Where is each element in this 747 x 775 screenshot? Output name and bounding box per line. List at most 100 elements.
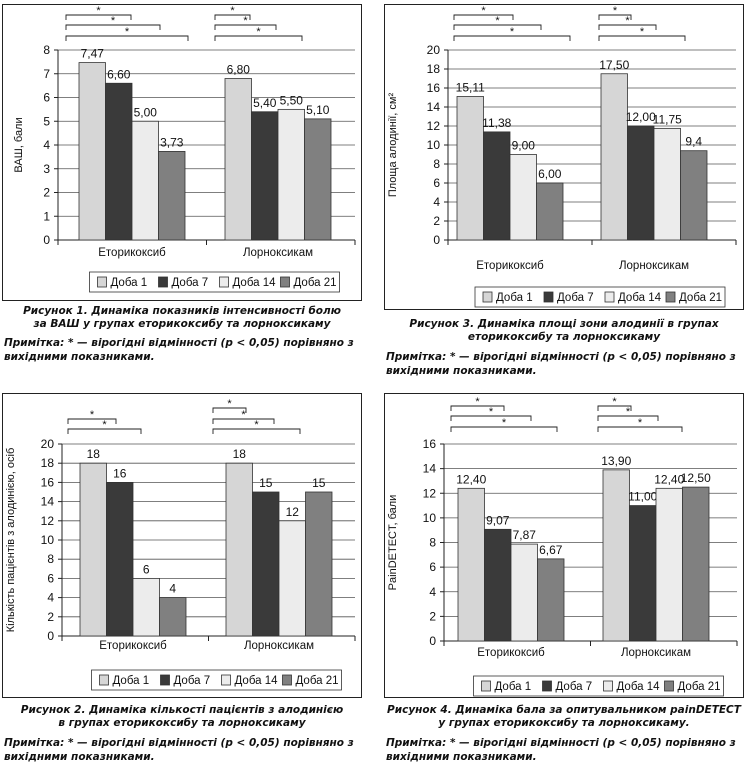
- bar-еторикоксиб-доба-21: [537, 558, 565, 642]
- y-tick-label: 14: [423, 462, 437, 476]
- legend-swatch-доба-7: [542, 680, 552, 692]
- category-label-1: Еторикоксиб: [98, 247, 166, 259]
- y-tick-label: 6: [433, 176, 440, 190]
- chart-3: 0 2 4 6 8 10 12 14 16 18 20 Площа алодинії, см² 15,1…: [387, 5, 737, 308]
- note-1-line-1: Примітка: * — вірогідні відмінності (p <…: [4, 337, 354, 349]
- category-label-2: Лорноксикам: [244, 640, 314, 652]
- bar-value-label: 12: [286, 505, 300, 519]
- y-tick-label: 20: [427, 43, 441, 57]
- bar-лорноксикам-доба-21: [682, 486, 710, 642]
- bar-лорноксикам-доба-14: [653, 127, 681, 241]
- legend-label-доба-21: Доба 21: [296, 675, 339, 687]
- caption-2-line-2: в групах еторикоксибу та лорноксикаму: [58, 717, 306, 729]
- significance-star: *: [256, 26, 261, 38]
- bar-лорноксикам-доба-1: [600, 73, 628, 241]
- bar-value-label: 13,90: [601, 454, 631, 468]
- bar-лорноксикам-доба-7: [627, 125, 655, 241]
- y-tick-label: 2: [47, 610, 54, 624]
- significance-star: *: [243, 15, 248, 27]
- y-tick-label: 10: [423, 511, 437, 525]
- legend-label-доба-7: Доба 7: [174, 675, 211, 687]
- note-1-line-2: вихідними показниками.: [4, 351, 155, 363]
- significance-bracket: [597, 415, 659, 421]
- legend-label-доба-21: Доба 21: [294, 277, 337, 289]
- caption-2: Рисунок 2. Динаміка кількості пацієнтів …: [2, 704, 362, 730]
- bar-лорноксикам-доба-1: [224, 78, 252, 241]
- bar-лорноксикам-доба-21: [680, 150, 708, 241]
- bar-еторикоксиб-доба-7: [484, 528, 512, 642]
- note-3-line-2: вихідними показниками.: [386, 365, 537, 377]
- bar-value-label: 12,00: [626, 110, 656, 124]
- legend-label-доба-1: Доба 1: [111, 277, 148, 289]
- significance-star: *: [125, 26, 130, 38]
- significance-star: *: [102, 419, 107, 431]
- y-axis-label: ВАШ, бали: [13, 117, 25, 172]
- legend-swatch-доба-7: [158, 276, 168, 288]
- significance-bracket: [67, 428, 142, 434]
- bar-value-label: 7,47: [81, 47, 105, 61]
- significance-star: *: [640, 26, 645, 38]
- y-tick-label: 0: [43, 233, 50, 247]
- bar-еторикоксиб-доба-21: [536, 182, 564, 241]
- bar-value-label: 3,73: [160, 135, 184, 149]
- legend-label-доба-7: Доба 7: [172, 277, 209, 289]
- bar-еторикоксиб-доба-1: [456, 96, 484, 241]
- bar-value-label: 15: [259, 476, 273, 490]
- y-tick-label: 16: [427, 81, 441, 95]
- significance-bracket: [453, 14, 514, 20]
- bar-value-label: 12,40: [654, 472, 684, 486]
- legend-swatch-доба-21: [280, 276, 290, 288]
- note-1: Примітка: * — вірогідні відмінності (p <…: [4, 336, 364, 364]
- significance-star: *: [638, 417, 643, 429]
- significance-bracket: [65, 14, 132, 20]
- significance-star: *: [489, 406, 494, 418]
- significance-bracket: [453, 24, 542, 30]
- y-tick-label: 6: [43, 91, 50, 105]
- note-4-line-2: вихідними показниками.: [386, 751, 537, 763]
- y-tick-label: 10: [427, 138, 441, 152]
- bar-value-label: 16: [113, 466, 127, 480]
- bar-value-label: 9,00: [512, 139, 536, 153]
- legend-swatch-доба-7: [160, 674, 170, 686]
- caption-4: Рисунок 4. Динаміка бала за опитувальник…: [384, 704, 744, 730]
- bar-еторикоксиб-доба-21: [158, 151, 186, 241]
- bar-value-label: 5,00: [134, 105, 158, 119]
- note-2: Примітка: * — вірогідні відмінності (p <…: [4, 736, 364, 764]
- bar-value-label: 18: [87, 447, 101, 461]
- significance-bracket: [214, 14, 251, 20]
- y-tick-label: 5: [43, 114, 50, 128]
- legend-label-доба-7: Доба 7: [557, 292, 594, 304]
- significance-bracket: [214, 35, 303, 41]
- bar-лорноксикам-доба-21: [305, 491, 333, 637]
- significance-bracket: [597, 426, 683, 432]
- significance-bracket: [598, 24, 657, 30]
- bar-еторикоксиб-доба-7: [105, 82, 133, 241]
- y-axis-label: PainDETECT, бали: [387, 495, 399, 591]
- y-tick-label: 20: [41, 437, 55, 451]
- bar-value-label: 4: [169, 582, 176, 596]
- significance-star: *: [254, 419, 259, 431]
- bar-еторикоксиб-доба-14: [509, 154, 537, 241]
- significance-star: *: [230, 5, 235, 17]
- y-tick-label: 8: [433, 157, 440, 171]
- legend-label-доба-1: Доба 1: [496, 292, 533, 304]
- caption-1: Рисунок 1. Динаміка показників інтенсивн…: [2, 305, 362, 331]
- bar-лорноксикам-доба-1: [225, 462, 253, 637]
- legend-swatch-доба-14: [219, 276, 229, 288]
- significance-bracket: [598, 14, 632, 20]
- caption-3: Рисунок 3. Динаміка площі зони алодинії …: [384, 318, 744, 344]
- legend-swatch-доба-1: [481, 680, 491, 692]
- bar-еторикоксиб-доба-1: [457, 487, 485, 642]
- y-tick-label: 3: [43, 162, 50, 176]
- bar-лорноксикам-доба-7: [252, 491, 280, 637]
- y-tick-label: 2: [43, 186, 50, 200]
- y-tick-label: 2: [429, 609, 436, 623]
- y-tick-label: 18: [427, 62, 441, 76]
- bar-еторикоксиб-доба-14: [510, 543, 538, 642]
- significance-bracket: [450, 405, 505, 411]
- y-tick-label: 10: [41, 533, 55, 547]
- bar-value-label: 5,40: [253, 96, 277, 110]
- category-label-2: Лорноксикам: [621, 647, 691, 659]
- significance-bracket: [65, 35, 189, 41]
- significance-star: *: [495, 15, 500, 27]
